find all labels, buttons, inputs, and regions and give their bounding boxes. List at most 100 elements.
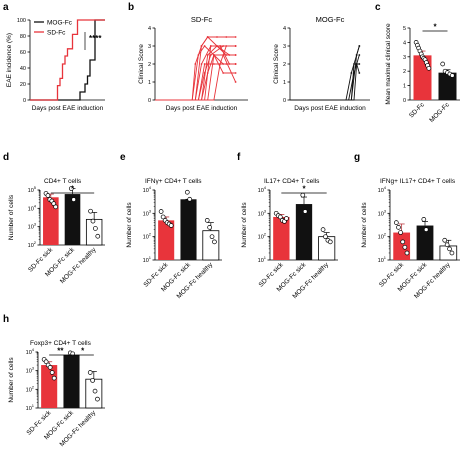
y-tick-label: 4 (148, 26, 151, 32)
bar-mog-fc-sick (416, 225, 434, 260)
data-point (209, 234, 215, 240)
y-tick-exponent: 4 (384, 185, 387, 190)
panel-letter-b: b (128, 2, 134, 13)
score-point (213, 54, 215, 56)
bar-mog-fc (438, 72, 457, 100)
significance-label: * (302, 185, 306, 194)
score-point (225, 36, 228, 38)
data-point (327, 239, 333, 245)
legend-label: SD-Fc (47, 30, 66, 37)
data-point (90, 378, 95, 383)
legend-label: MOG-Fc (47, 20, 73, 27)
y-tick-label: 0 (403, 98, 406, 104)
score-point (219, 45, 222, 47)
data-point (87, 370, 93, 375)
score-line (290, 45, 360, 101)
data-point (320, 227, 326, 232)
y-tick-label: 101 (143, 255, 152, 264)
score-point (358, 54, 361, 56)
panel-letter-d: d (3, 152, 9, 163)
y-tick-exponent: 3 (384, 208, 387, 213)
y-tick-label: 102 (143, 232, 152, 241)
data-point (93, 226, 98, 231)
panel-b-sd: 0 1 2 3 4 SD-Fc Days post EAE induction Clinica… (138, 15, 248, 112)
score-point (225, 54, 228, 56)
y-tick-label: 80 (20, 34, 26, 40)
data-point (68, 186, 74, 191)
significance-label: * (433, 23, 437, 32)
data-point (402, 244, 408, 250)
score-point (234, 36, 237, 38)
score-point (194, 63, 197, 65)
score-line (290, 63, 360, 101)
y-tick-label: 103 (378, 208, 387, 217)
y-tick-label: 104 (28, 203, 37, 212)
y-tick-label: 101 (378, 255, 387, 264)
score-line (290, 63, 360, 101)
data-point (396, 225, 401, 230)
y-tick-label: 40 (20, 66, 26, 72)
score-point (234, 54, 237, 56)
y-tick-label: 101 (258, 255, 267, 264)
y-tick-label: 1 (403, 84, 406, 90)
score-point (206, 36, 209, 38)
score-point (234, 72, 237, 74)
panel-c: 0 1 2 3 4 5 Mean maximal clinical score SD-Fc MO… (385, 23, 460, 124)
panel-b-mog: 0 1 2 3 4 MOG-Fc Days post EAE induction Clinic… (273, 15, 370, 112)
panel-a: 0 20 40 60 80 100 Days post EAE induction EAE i… (6, 18, 105, 112)
panel-title: CD4+ T cells (44, 178, 82, 185)
y-tick-exponent: 1 (264, 255, 267, 260)
panel-letter-a: a (3, 2, 9, 13)
survival-line-mog-fc (30, 19, 105, 101)
y-tick-exponent: 2 (32, 384, 35, 389)
y-tick-label: 103 (258, 208, 267, 217)
panel-title: Foxp3+ CD4+ T cells (30, 340, 92, 347)
x-axis-label: Days post EAE induction (32, 105, 104, 112)
y-tick-label: 105 (28, 185, 37, 194)
y-axis-label: EAE incidence (%) (6, 33, 13, 87)
bar-sd-fc-sick (158, 220, 175, 260)
panel-title: IFNγ+ CD4+ T cells (145, 178, 202, 185)
x-axis-label: Days post EAE induction (294, 105, 366, 112)
y-tick-label: 1 (148, 80, 151, 86)
score-point (222, 45, 225, 47)
data-point (426, 65, 432, 71)
y-tick-label: 4 (283, 26, 286, 32)
y-tick-label: 2 (148, 62, 151, 68)
y-tick-label: 104 (258, 185, 267, 194)
significance-label: * (71, 185, 75, 194)
y-tick-label: 3 (283, 44, 286, 50)
data-point (95, 233, 101, 239)
y-tick-exponent: 4 (32, 347, 35, 352)
data-point (47, 365, 53, 370)
bar-mog-fc-healthy (85, 218, 103, 246)
score-point (234, 81, 237, 83)
y-tick-label: 100 (17, 18, 26, 24)
y-tick-label: 104 (26, 347, 35, 356)
data-point (400, 239, 406, 245)
score-line (290, 54, 360, 101)
score-point (209, 45, 212, 47)
data-point (440, 61, 446, 67)
y-tick-exponent: 4 (149, 185, 152, 190)
score-point (234, 63, 237, 65)
y-tick-label: 103 (28, 222, 37, 231)
score-point (358, 45, 361, 47)
data-point (302, 209, 308, 214)
y-tick-label: 0 (283, 98, 286, 104)
y-tick-label: 1 (283, 80, 286, 86)
score-point (355, 63, 358, 65)
data-point (49, 370, 55, 375)
score-point (234, 45, 237, 47)
score-point (203, 45, 206, 47)
y-tick-label: 20 (20, 82, 26, 88)
panel-letter-h: h (3, 314, 9, 325)
y-axis-label: Number of cells (241, 202, 248, 248)
data-point (212, 239, 217, 245)
panel-letter-c: c (375, 2, 381, 13)
y-axis-label: Mean maximal clinical score (385, 23, 392, 105)
y-tick-label: 5 (403, 26, 406, 32)
